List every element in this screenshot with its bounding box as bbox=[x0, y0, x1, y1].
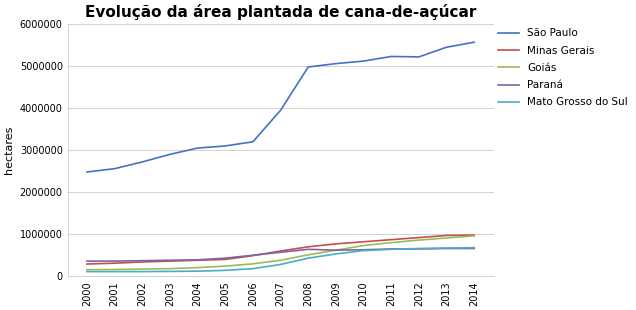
São Paulo bbox=[139, 160, 146, 164]
Mato Grosso do Sul bbox=[166, 269, 174, 273]
Mato Grosso do Sul bbox=[332, 252, 340, 256]
Goiás bbox=[443, 236, 450, 240]
São Paulo bbox=[249, 140, 257, 144]
Goiás bbox=[305, 253, 312, 257]
Paraná bbox=[471, 247, 478, 250]
Paraná bbox=[249, 253, 257, 257]
Minas Gerais bbox=[415, 236, 423, 239]
Goiás bbox=[139, 267, 146, 271]
Goiás bbox=[249, 262, 257, 266]
Paraná bbox=[166, 259, 174, 262]
São Paulo bbox=[415, 55, 423, 59]
Line: Minas Gerais: Minas Gerais bbox=[87, 235, 474, 264]
Paraná bbox=[415, 247, 423, 251]
Minas Gerais bbox=[305, 245, 312, 249]
São Paulo bbox=[471, 40, 478, 44]
Minas Gerais bbox=[221, 258, 229, 261]
Minas Gerais bbox=[83, 262, 91, 266]
Goiás bbox=[415, 238, 423, 242]
Minas Gerais bbox=[332, 242, 340, 246]
São Paulo bbox=[387, 55, 395, 58]
Minas Gerais bbox=[471, 233, 478, 237]
São Paulo bbox=[332, 62, 340, 65]
Line: Goiás: Goiás bbox=[87, 236, 474, 270]
Paraná bbox=[332, 248, 340, 252]
Minas Gerais bbox=[139, 260, 146, 264]
Minas Gerais bbox=[387, 238, 395, 241]
São Paulo bbox=[277, 108, 284, 112]
Mato Grosso do Sul bbox=[387, 247, 395, 251]
Paraná bbox=[277, 250, 284, 254]
São Paulo bbox=[443, 45, 450, 49]
São Paulo bbox=[83, 170, 91, 174]
Mato Grosso do Sul bbox=[83, 270, 91, 273]
Paraná bbox=[387, 247, 395, 251]
Mato Grosso do Sul bbox=[221, 268, 229, 272]
São Paulo bbox=[305, 65, 312, 69]
Title: Evolução da área plantada de cana-de-açúcar: Evolução da área plantada de cana-de-açú… bbox=[85, 4, 476, 20]
Paraná bbox=[139, 259, 146, 263]
Paraná bbox=[83, 259, 91, 263]
São Paulo bbox=[360, 59, 368, 63]
São Paulo bbox=[166, 153, 174, 156]
Minas Gerais bbox=[166, 259, 174, 263]
Goiás bbox=[360, 244, 368, 247]
Minas Gerais bbox=[443, 234, 450, 237]
Minas Gerais bbox=[194, 259, 202, 262]
São Paulo bbox=[221, 144, 229, 148]
Paraná bbox=[443, 247, 450, 250]
Line: Paraná: Paraná bbox=[87, 249, 474, 261]
Line: Mato Grosso do Sul: Mato Grosso do Sul bbox=[87, 248, 474, 272]
Paraná bbox=[111, 259, 118, 263]
Y-axis label: hectares: hectares bbox=[4, 126, 14, 174]
Mato Grosso do Sul bbox=[443, 246, 450, 250]
São Paulo bbox=[111, 167, 118, 170]
São Paulo bbox=[194, 146, 202, 150]
Paraná bbox=[221, 256, 229, 260]
Mato Grosso do Sul bbox=[111, 270, 118, 273]
Goiás bbox=[471, 234, 478, 238]
Goiás bbox=[111, 268, 118, 271]
Mato Grosso do Sul bbox=[194, 269, 202, 273]
Paraná bbox=[305, 247, 312, 251]
Mato Grosso do Sul bbox=[139, 270, 146, 273]
Paraná bbox=[360, 248, 368, 252]
Mato Grosso do Sul bbox=[305, 256, 312, 260]
Goiás bbox=[387, 241, 395, 245]
Goiás bbox=[277, 259, 284, 262]
Minas Gerais bbox=[360, 240, 368, 244]
Goiás bbox=[83, 268, 91, 272]
Goiás bbox=[332, 248, 340, 252]
Mato Grosso do Sul bbox=[471, 246, 478, 250]
Mato Grosso do Sul bbox=[249, 267, 257, 271]
Line: São Paulo: São Paulo bbox=[87, 42, 474, 172]
Paraná bbox=[194, 258, 202, 262]
Goiás bbox=[166, 267, 174, 271]
Goiás bbox=[194, 266, 202, 269]
Legend: São Paulo, Minas Gerais, Goiás, Paraná, Mato Grosso do Sul: São Paulo, Minas Gerais, Goiás, Paraná, … bbox=[494, 24, 632, 112]
Mato Grosso do Sul bbox=[360, 249, 368, 252]
Goiás bbox=[221, 264, 229, 268]
Mato Grosso do Sul bbox=[277, 263, 284, 266]
Minas Gerais bbox=[249, 254, 257, 258]
Minas Gerais bbox=[277, 249, 284, 253]
Mato Grosso do Sul bbox=[415, 247, 423, 250]
Minas Gerais bbox=[111, 261, 118, 265]
